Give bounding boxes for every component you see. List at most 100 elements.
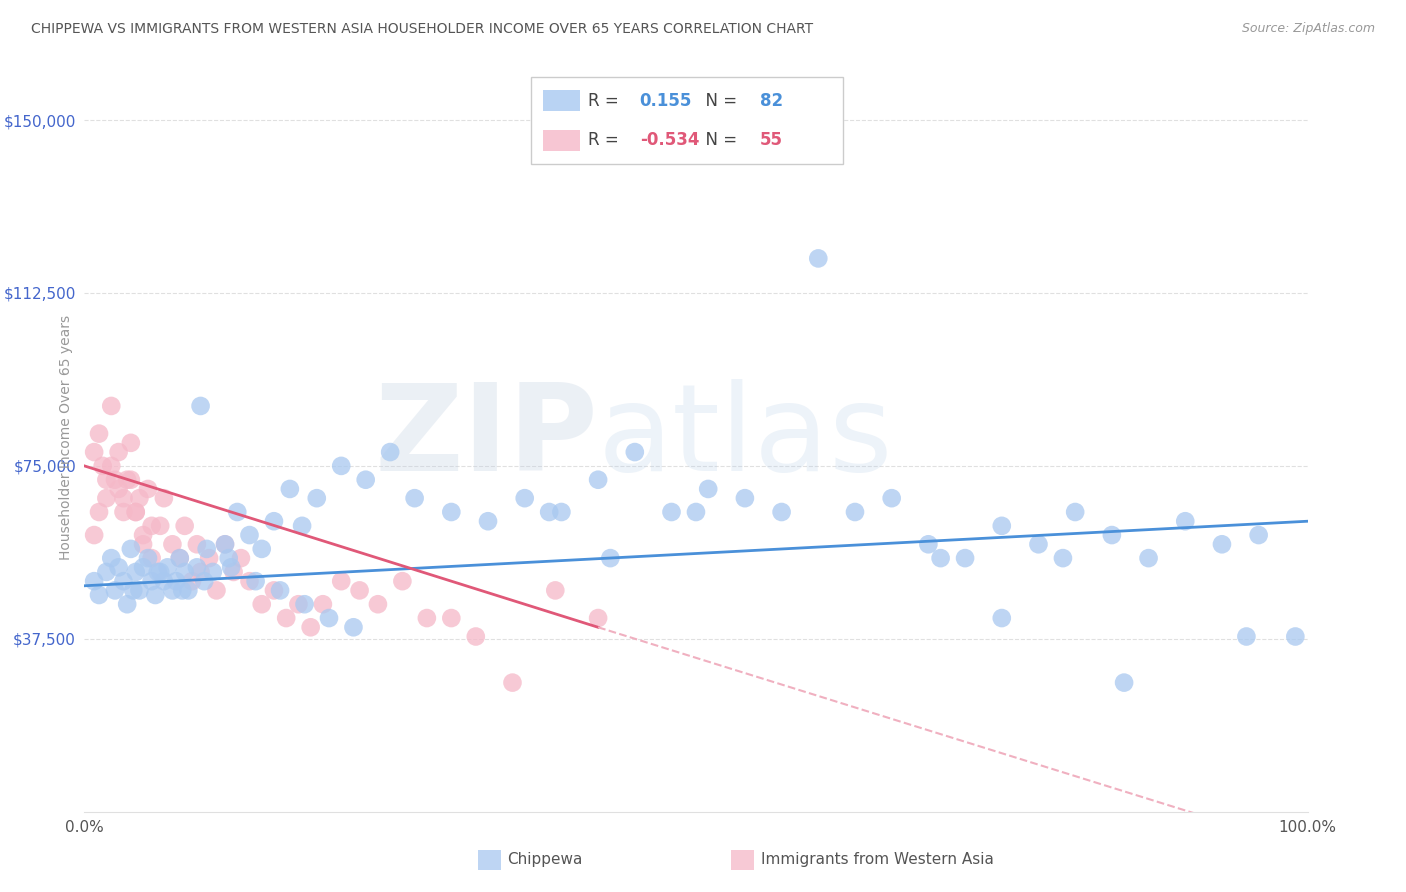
- Point: [156, 560, 179, 574]
- Point: [214, 537, 236, 551]
- Point: [162, 537, 184, 551]
- Point: [685, 505, 707, 519]
- Text: R =: R =: [588, 131, 624, 149]
- Point: [104, 473, 127, 487]
- Point: [100, 551, 122, 566]
- Point: [128, 491, 150, 505]
- Point: [538, 505, 561, 519]
- Point: [87, 426, 110, 441]
- Point: [169, 551, 191, 566]
- Point: [953, 551, 976, 566]
- Point: [115, 473, 138, 487]
- Point: [193, 574, 215, 589]
- Point: [312, 597, 335, 611]
- Point: [201, 565, 224, 579]
- Point: [136, 482, 159, 496]
- Point: [219, 560, 242, 574]
- Point: [173, 565, 195, 579]
- Point: [991, 519, 1014, 533]
- Point: [83, 445, 105, 459]
- Text: ZIP: ZIP: [374, 378, 598, 496]
- Point: [107, 482, 129, 496]
- Point: [287, 597, 309, 611]
- Point: [186, 560, 208, 574]
- Point: [1211, 537, 1233, 551]
- Point: [83, 574, 105, 589]
- Point: [263, 514, 285, 528]
- Point: [112, 491, 135, 505]
- Point: [550, 505, 572, 519]
- Point: [544, 583, 567, 598]
- Point: [141, 519, 163, 533]
- Point: [141, 574, 163, 589]
- Point: [697, 482, 720, 496]
- Point: [991, 611, 1014, 625]
- Point: [263, 583, 285, 598]
- Point: [1284, 630, 1306, 644]
- Point: [107, 560, 129, 574]
- Point: [96, 491, 118, 505]
- Point: [917, 537, 939, 551]
- Point: [172, 583, 194, 598]
- Point: [477, 514, 499, 528]
- Y-axis label: Householder Income Over 65 years: Householder Income Over 65 years: [59, 315, 73, 559]
- Point: [380, 445, 402, 459]
- Point: [107, 445, 129, 459]
- Point: [162, 583, 184, 598]
- Point: [100, 458, 122, 473]
- Point: [115, 597, 138, 611]
- Point: [91, 458, 114, 473]
- Text: N =: N =: [695, 131, 742, 149]
- Point: [218, 551, 240, 566]
- Point: [112, 574, 135, 589]
- Point: [87, 505, 110, 519]
- Point: [190, 399, 212, 413]
- Text: Chippewa: Chippewa: [508, 853, 583, 867]
- Point: [586, 611, 609, 625]
- Point: [599, 551, 621, 566]
- Point: [586, 473, 609, 487]
- Point: [391, 574, 413, 589]
- Point: [276, 611, 298, 625]
- Point: [734, 491, 756, 505]
- Point: [416, 611, 439, 625]
- Point: [205, 583, 228, 598]
- Point: [770, 505, 793, 519]
- FancyBboxPatch shape: [543, 129, 579, 151]
- Point: [238, 528, 260, 542]
- Text: Immigrants from Western Asia: Immigrants from Western Asia: [761, 853, 994, 867]
- Point: [807, 252, 830, 266]
- Point: [149, 565, 172, 579]
- Point: [1114, 675, 1136, 690]
- Point: [125, 505, 148, 519]
- Point: [222, 565, 245, 579]
- Point: [513, 491, 536, 505]
- Point: [181, 574, 204, 589]
- Point: [120, 435, 142, 450]
- Text: 82: 82: [759, 92, 783, 110]
- Text: N =: N =: [695, 92, 742, 110]
- Point: [83, 528, 105, 542]
- Text: CHIPPEWA VS IMMIGRANTS FROM WESTERN ASIA HOUSEHOLDER INCOME OVER 65 YEARS CORREL: CHIPPEWA VS IMMIGRANTS FROM WESTERN ASIA…: [31, 22, 813, 37]
- Point: [1064, 505, 1087, 519]
- Point: [169, 551, 191, 566]
- Point: [226, 505, 249, 519]
- Point: [291, 519, 314, 533]
- Point: [1028, 537, 1050, 551]
- Point: [153, 491, 176, 505]
- Point: [245, 574, 267, 589]
- Point: [87, 588, 110, 602]
- Point: [122, 583, 145, 598]
- Point: [330, 458, 353, 473]
- Point: [318, 611, 340, 625]
- Text: R =: R =: [588, 92, 630, 110]
- Point: [1101, 528, 1123, 542]
- Point: [354, 473, 377, 487]
- Point: [195, 541, 218, 556]
- FancyBboxPatch shape: [543, 90, 579, 112]
- Point: [198, 551, 221, 566]
- Point: [440, 611, 463, 625]
- Point: [342, 620, 364, 634]
- Point: [186, 537, 208, 551]
- Text: -0.534: -0.534: [640, 131, 699, 149]
